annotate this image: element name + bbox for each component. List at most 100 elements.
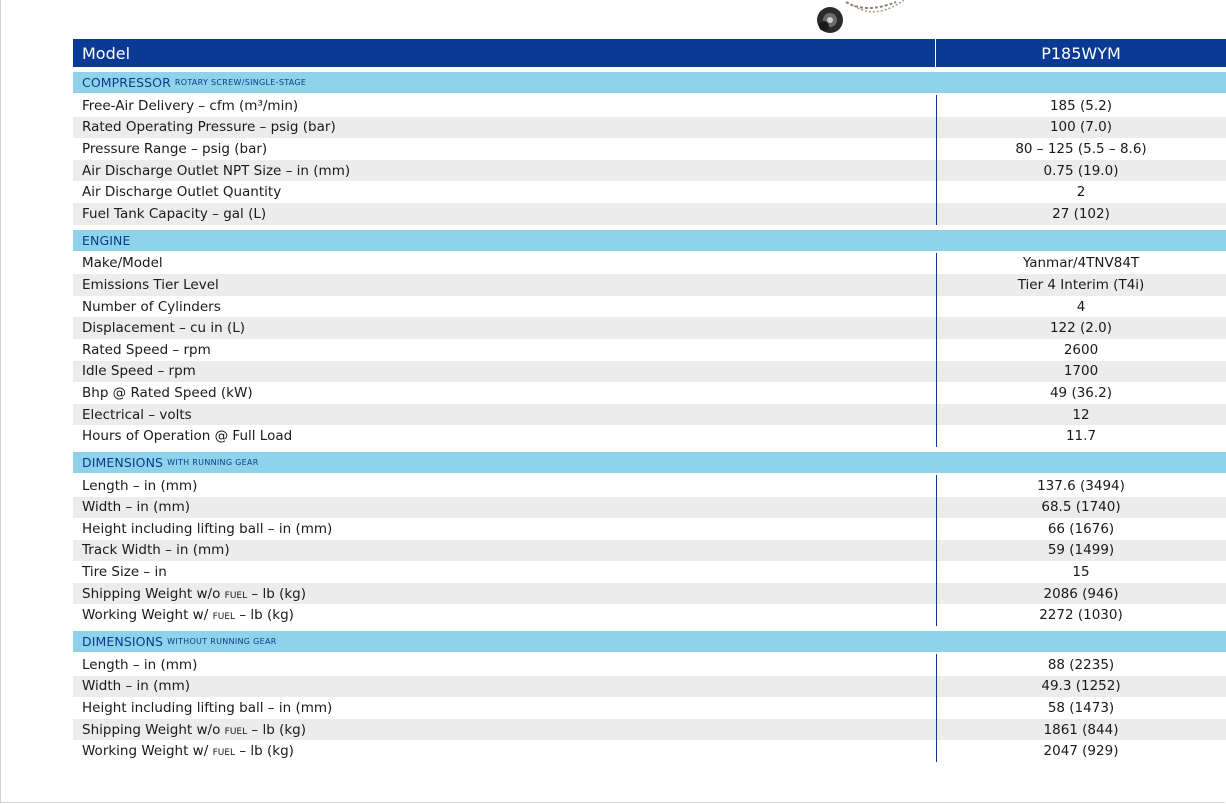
section-subtitle: rotary screw/single-stage: [174, 78, 307, 87]
row-value: 137.6 (3494): [1037, 477, 1125, 494]
row-label: Height including lifting ball – in (mm): [82, 700, 333, 717]
row-value: 59 (1499): [1047, 542, 1115, 559]
row-label-small: fuel: [212, 612, 236, 623]
row-value: 100 (7.0): [1049, 119, 1113, 136]
table-row: Height including lifting ball – in (mm) 6…: [73, 518, 1226, 540]
row-value: 2047 (929): [1043, 743, 1119, 760]
row-label: Displacement – cu in (L): [82, 320, 246, 337]
section-title: ENGINE: [73, 229, 1226, 251]
table-row: Working Weight w/ fuel – lb (kg) 2047 (92…: [73, 740, 1226, 762]
row-label: Width – in (mm): [82, 678, 190, 695]
row-label: Idle Speed – rpm: [82, 363, 196, 380]
section-title: COMPRESSOR rotary screw/single-stage: [73, 72, 1226, 93]
row-label: Track Width – in (mm): [82, 542, 230, 559]
table-row: Air Discharge Outlet Quantity 2: [73, 181, 1226, 203]
row-label: Shipping Weight w/o fuel – lb (kg): [73, 722, 936, 738]
row-value: 80 – 125 (5.5 – 8.6): [1015, 140, 1147, 157]
row-label-post: – lb (kg): [239, 607, 294, 624]
section-rows: Make/Model Yanmar/4TNV84T Emissions Tier L…: [73, 252, 1226, 448]
row-label: Air Discharge Outlet NPT Size – in (mm): [82, 162, 351, 179]
row-label: Pressure Range – psig (bar): [82, 140, 268, 157]
row-value: 49 (36.2): [1049, 384, 1113, 401]
row-value: 11.7: [1065, 428, 1097, 445]
row-value: 66 (1676): [1047, 520, 1115, 537]
table-row: Shipping Weight w/o fuel – lb (kg) 1861 (…: [73, 718, 1226, 741]
row-label: Rated Speed – rpm: [82, 341, 211, 358]
table-row: Width – in (mm) 49.3 (1252): [73, 675, 1226, 698]
row-value: 2272 (1030): [1039, 607, 1123, 624]
row-label: Air Discharge Outlet Quantity: [82, 184, 282, 201]
row-label: Length – in (mm): [82, 656, 198, 673]
row-value: 88 (2235): [1047, 656, 1115, 673]
table-row: Length – in (mm) 88 (2235): [73, 654, 1226, 676]
row-value: 15: [1072, 564, 1090, 581]
row-label-post: – lb (kg): [251, 721, 306, 738]
spec-section-1: ENGINE Make/Model Yanmar/4TNV84T Emissions …: [73, 229, 1226, 448]
table-row: Fuel Tank Capacity – gal (L) 27 (102): [73, 202, 1226, 225]
spec-section-3: DIMENSIONS without running gear Length – i…: [73, 631, 1226, 763]
table-row: Tire Size – in 15: [73, 561, 1226, 583]
spec-table: Model P185WYM COMPRESSOR rotary screw/sin…: [73, 39, 1226, 763]
row-value: 185 (5.2): [1049, 97, 1113, 114]
row-value: 2600: [1063, 341, 1099, 358]
row-value: 2: [1076, 184, 1086, 201]
table-row: Shipping Weight w/o fuel – lb (kg) 2086 (…: [73, 582, 1226, 605]
row-label: Make/Model: [82, 255, 163, 272]
row-label: Shipping Weight w/o fuel – lb (kg): [73, 586, 936, 602]
row-label: Working Weight w/ fuel – lb (kg): [73, 743, 936, 759]
table-row: Emissions Tier Level Tier 4 Interim (T4i): [73, 274, 1226, 296]
table-row: Number of Cylinders 4: [73, 296, 1226, 318]
compressor-wheel-image: [817, 0, 905, 33]
row-label: Length – in (mm): [82, 477, 198, 494]
section-title-text: ENGINE: [82, 232, 131, 248]
sections-container: COMPRESSOR rotary screw/single-stage Free-…: [73, 72, 1226, 763]
row-label-pre: Shipping Weight w/o: [82, 585, 221, 602]
section-title-text: COMPRESSOR: [82, 75, 171, 90]
row-label-post: – lb (kg): [239, 743, 294, 760]
row-value: 2086 (946): [1043, 585, 1119, 602]
row-label: Width – in (mm): [82, 499, 190, 516]
table-row: Pressure Range – psig (bar) 80 – 125 (5.5…: [73, 138, 1226, 160]
row-value: 122 (2.0): [1049, 320, 1113, 337]
table-row: Height including lifting ball – in (mm) 5…: [73, 697, 1226, 719]
table-row: Free-Air Delivery – cfm (m³/min) 185 (5.2…: [73, 95, 1226, 117]
row-label-small: fuel: [212, 748, 236, 759]
row-label: Height including lifting ball – in (mm): [82, 520, 333, 537]
row-value: Tier 4 Interim (T4i): [1017, 276, 1145, 293]
row-label: Hours of Operation @ Full Load: [82, 428, 293, 445]
table-row: Rated Speed – rpm 2600: [73, 339, 1226, 361]
row-label-small: fuel: [224, 590, 248, 601]
row-value: 0.75 (19.0): [1043, 162, 1119, 179]
section-rows: Free-Air Delivery – cfm (m³/min) 185 (5.2…: [73, 95, 1226, 225]
row-value: 1861 (844): [1043, 721, 1119, 738]
table-row: Air Discharge Outlet NPT Size – in (mm) 0…: [73, 159, 1226, 182]
section-title: DIMENSIONS with running gear: [73, 451, 1226, 473]
row-value: 49.3 (1252): [1041, 678, 1121, 695]
table-row: Bhp @ Rated Speed (kW) 49 (36.2): [73, 382, 1226, 404]
row-label: Fuel Tank Capacity – gal (L): [82, 205, 267, 222]
row-label: Tire Size – in: [82, 564, 167, 581]
table-row: Hours of Operation @ Full Load 11.7: [73, 425, 1226, 447]
section-title-text: DIMENSIONS: [82, 634, 164, 650]
section-title: DIMENSIONS without running gear: [73, 631, 1226, 653]
row-label: Bhp @ Rated Speed (kW): [82, 384, 253, 401]
row-value: 4: [1076, 298, 1086, 315]
header-model-value: P185WYM: [1041, 43, 1121, 63]
row-value: 27 (102): [1052, 205, 1110, 222]
table-header: Model P185WYM: [73, 39, 1226, 67]
table-row: Displacement – cu in (L) 122 (2.0): [73, 317, 1226, 339]
table-row: Width – in (mm) 68.5 (1740): [73, 496, 1226, 519]
row-value: 58 (1473): [1047, 700, 1115, 717]
table-row: Rated Operating Pressure – psig (bar) 100…: [73, 116, 1226, 139]
section-subtitle: with running gear: [167, 457, 259, 467]
row-label: Rated Operating Pressure – psig (bar): [82, 119, 336, 136]
row-value: 12: [1072, 406, 1090, 423]
row-label: Electrical – volts: [82, 406, 192, 423]
section-subtitle: without running gear: [167, 637, 277, 647]
table-row: Electrical – volts 12: [73, 403, 1226, 426]
row-label: Working Weight w/ fuel – lb (kg): [73, 607, 936, 623]
table-row: Length – in (mm) 137.6 (3494): [73, 475, 1226, 497]
row-value: 1700: [1063, 363, 1099, 380]
row-label: Emissions Tier Level: [82, 276, 219, 293]
row-label-small: fuel: [224, 726, 248, 737]
